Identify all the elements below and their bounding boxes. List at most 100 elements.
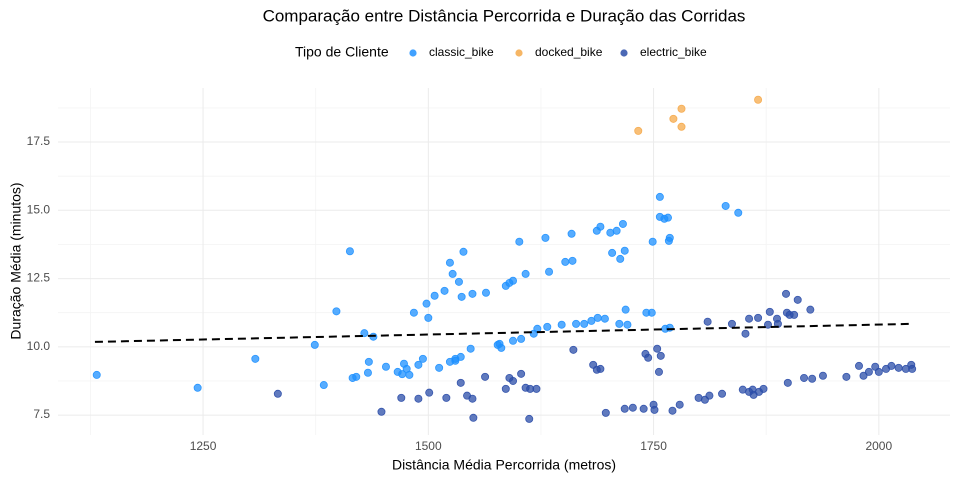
point xyxy=(545,267,554,276)
chart-title: Comparação entre Distância Percorrida e … xyxy=(263,6,746,25)
point xyxy=(525,414,534,423)
point xyxy=(644,353,653,362)
point xyxy=(887,361,896,370)
point xyxy=(677,122,686,131)
point xyxy=(628,403,637,412)
point xyxy=(808,374,817,383)
point xyxy=(621,305,630,314)
x-tick-label: 2000 xyxy=(865,439,892,453)
point xyxy=(442,393,451,402)
point xyxy=(567,229,576,238)
point xyxy=(481,288,490,297)
point xyxy=(615,319,624,328)
legend-marker xyxy=(515,49,523,57)
point xyxy=(440,286,449,295)
legend-label: classic_bike xyxy=(429,45,494,59)
point xyxy=(497,343,506,352)
point xyxy=(648,237,657,246)
point xyxy=(601,408,610,417)
point xyxy=(405,370,414,379)
point xyxy=(193,383,202,392)
point xyxy=(665,233,674,242)
point xyxy=(451,356,460,365)
point xyxy=(763,320,772,329)
point xyxy=(620,404,629,413)
point xyxy=(430,291,439,300)
point xyxy=(456,378,465,387)
point xyxy=(703,317,712,326)
point xyxy=(618,219,627,228)
point xyxy=(842,372,851,381)
point xyxy=(273,389,282,398)
point xyxy=(593,313,602,322)
point xyxy=(754,95,763,104)
point xyxy=(572,319,581,328)
point xyxy=(677,104,686,113)
point xyxy=(532,384,541,393)
point xyxy=(864,367,873,376)
point xyxy=(616,254,625,263)
point xyxy=(650,405,659,414)
point xyxy=(653,344,662,353)
point xyxy=(332,307,341,316)
point xyxy=(517,334,526,343)
legend-marker xyxy=(620,49,628,57)
point xyxy=(409,308,418,317)
point xyxy=(718,389,727,398)
point xyxy=(541,233,550,242)
point xyxy=(783,378,792,387)
y-tick-label: 15.0 xyxy=(27,202,51,216)
point xyxy=(727,319,736,328)
y-tick-label: 7.5 xyxy=(33,407,50,421)
point xyxy=(319,381,328,390)
point xyxy=(517,369,526,378)
legend-title: Tipo de Cliente xyxy=(295,44,389,60)
y-tick-label: 10.0 xyxy=(27,339,51,353)
x-tick-label: 1500 xyxy=(415,439,442,453)
point xyxy=(469,413,478,422)
y-tick-label: 17.5 xyxy=(27,134,51,148)
point xyxy=(456,352,465,361)
point xyxy=(481,372,490,381)
point xyxy=(509,276,518,285)
point xyxy=(454,277,463,286)
point xyxy=(557,320,566,329)
point xyxy=(515,237,524,246)
legend-label: electric_bike xyxy=(640,45,707,59)
y-tick-label: 12.5 xyxy=(27,271,51,285)
trend-line xyxy=(94,322,911,343)
point xyxy=(92,370,101,379)
point xyxy=(894,363,903,372)
point xyxy=(656,351,665,360)
point xyxy=(468,289,477,298)
point xyxy=(509,336,518,345)
point xyxy=(448,269,457,278)
point xyxy=(468,394,477,403)
point xyxy=(459,247,468,256)
point xyxy=(721,201,730,210)
point xyxy=(310,340,319,349)
point xyxy=(251,354,260,363)
point xyxy=(352,372,361,381)
point xyxy=(596,364,605,373)
point xyxy=(793,295,802,304)
point xyxy=(634,126,643,135)
point xyxy=(765,307,774,316)
point xyxy=(377,407,386,416)
point xyxy=(466,344,475,353)
point xyxy=(425,388,434,397)
x-tick-label: 1750 xyxy=(640,439,667,453)
point xyxy=(654,367,663,376)
point xyxy=(561,257,570,266)
point xyxy=(741,329,750,338)
point xyxy=(647,308,656,317)
point xyxy=(397,393,406,402)
point xyxy=(745,314,754,323)
legend-label: docked_bike xyxy=(535,45,603,59)
point xyxy=(620,246,629,255)
point xyxy=(445,258,454,267)
x-axis-label: Distância Média Percorrida (metros) xyxy=(392,457,616,473)
point xyxy=(705,391,714,400)
point xyxy=(612,226,621,235)
